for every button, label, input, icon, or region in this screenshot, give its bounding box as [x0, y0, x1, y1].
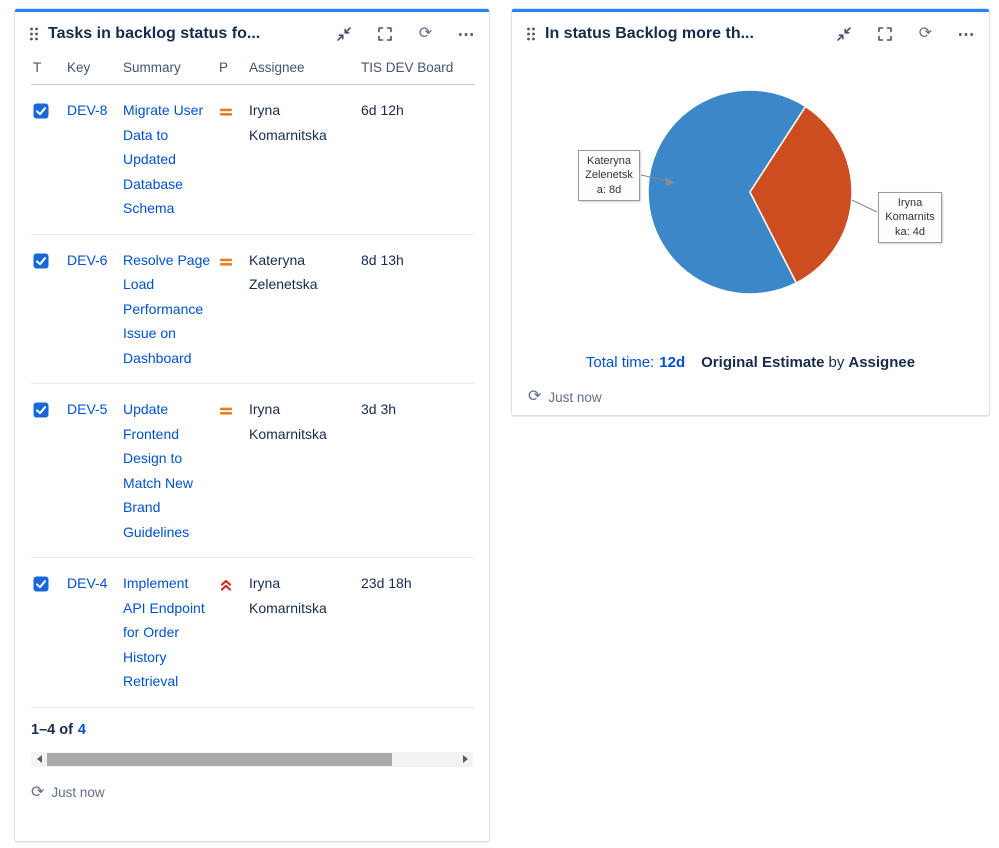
refresh-icon[interactable]: ⟳: [918, 25, 933, 42]
table-row: DEV-5 Update Frontend Design to Match Ne…: [31, 383, 475, 558]
gadget-filter-results: Tasks in backlog status fo... ⟳ ⋯: [14, 8, 490, 842]
expand-icon[interactable]: [876, 26, 893, 43]
issue-summary-link[interactable]: Resolve Page Load Performance Issue on D…: [123, 251, 211, 366]
gadget-header-actions: ⟳ ⋯: [835, 26, 975, 43]
gadget-header: In status Backlog more th... ⟳ ⋯: [512, 12, 989, 54]
table-row: DEV-8 Migrate User Data to Updated Datab…: [31, 84, 475, 235]
minimize-icon[interactable]: [335, 26, 352, 43]
scroll-right-button[interactable]: [459, 751, 473, 767]
assignee-name: Iryna Komarnitska: [249, 401, 327, 442]
table-row: DEV-4 Implement API Endpoint for Order H…: [31, 557, 475, 708]
column-header-summary: Summary: [121, 54, 217, 85]
task-type-icon: [33, 252, 49, 277]
gadget-title: In status Backlog more th...: [545, 25, 754, 42]
pie-slice-iryna[interactable]: [749, 105, 853, 284]
chart-by-word: by: [828, 354, 845, 371]
issue-summary-link[interactable]: Implement API Endpoint for Order History…: [123, 575, 205, 689]
pie-chart-caption: Total time: 12d Original Estimate by Assigne…: [512, 354, 989, 371]
scrollbar-thumb[interactable]: [47, 752, 392, 766]
label-leader-arrow-icon: [665, 177, 675, 187]
gadget-refresh-status: ⟳ Just now: [512, 371, 989, 415]
gadget-refresh-status: ⟳ Just now: [15, 767, 489, 811]
pie-chart-area: Kateryna Zelenetsk a: 8d Iryna Komarnits…: [512, 54, 989, 344]
issue-key-link[interactable]: DEV-6: [67, 251, 108, 268]
issue-key-link[interactable]: DEV-8: [67, 102, 108, 118]
total-time-label: Total time:: [585, 354, 655, 371]
chart-metric-label: Original Estimate: [701, 354, 825, 371]
priority-highest-icon: [219, 575, 233, 600]
estimate-value: 3d 3h: [361, 401, 397, 417]
drag-handle-icon[interactable]: [29, 26, 39, 42]
pie-label-iryna: Iryna Komarnits ka: 4d: [878, 192, 942, 243]
column-header-key: Key: [65, 54, 121, 85]
label-leader-line: [640, 174, 670, 182]
scroll-right-arrow-icon: [462, 755, 472, 763]
pie-label-kateryna: Kateryna Zelenetsk a: 8d: [578, 150, 640, 201]
more-actions-icon[interactable]: ⋯: [957, 24, 976, 44]
refresh-icon[interactable]: ⟳: [528, 388, 542, 405]
refresh-status-text: Just now: [51, 785, 105, 800]
gadget-title: Tasks in backlog status fo...: [48, 25, 261, 42]
column-header-board: TIS DEV Board: [359, 54, 475, 85]
scroll-left-button[interactable]: [31, 751, 45, 767]
task-type-icon: [33, 102, 49, 127]
issue-summary-link[interactable]: Migrate User Data to Updated Database Sc…: [123, 102, 204, 216]
task-type-icon: [33, 401, 49, 426]
estimate-value: 8d 13h: [361, 251, 404, 268]
chart-groupby-label: Assignee: [848, 354, 916, 371]
task-type-icon: [33, 575, 49, 600]
scroll-left-arrow-icon: [33, 755, 42, 763]
estimate-value: 23d 18h: [361, 575, 412, 591]
pagination-range: 1–4 of: [31, 721, 73, 738]
table-row: DEV-6 Resolve Page Load Performance Issu…: [31, 234, 475, 384]
refresh-icon[interactable]: ⟳: [31, 783, 45, 801]
horizontal-scrollbar[interactable]: [31, 751, 473, 767]
gadget-header-actions: ⟳ ⋯: [335, 26, 475, 43]
column-header-assignee: Assignee: [247, 54, 359, 85]
gadget-pie-chart: In status Backlog more th... ⟳ ⋯: [511, 8, 990, 416]
refresh-icon[interactable]: ⟳: [418, 25, 433, 42]
issue-key-link[interactable]: DEV-4: [67, 575, 108, 591]
total-time-value: 12d: [659, 354, 686, 371]
label-leader-line: [851, 199, 878, 213]
assignee-name: Iryna Komarnitska: [249, 102, 327, 143]
pie-slice-kateryna[interactable]: [647, 89, 807, 295]
issue-table-container: T Key Summary P Assignee TIS DEV Board: [15, 54, 489, 708]
column-header-priority: P: [217, 54, 247, 85]
more-actions-icon[interactable]: ⋯: [457, 24, 476, 44]
issue-key-link[interactable]: DEV-5: [67, 401, 108, 417]
drag-handle-icon[interactable]: [526, 26, 536, 42]
issue-summary-link[interactable]: Update Frontend Design to Match New Bran…: [123, 401, 194, 540]
gadget-accent-bar: [512, 9, 989, 12]
table-header-row: T Key Summary P Assignee TIS DEV Board: [31, 54, 475, 85]
priority-medium-icon: [219, 102, 233, 127]
assignee-name: Iryna Komarnitska: [249, 575, 327, 616]
expand-icon[interactable]: [376, 26, 393, 43]
minimize-icon[interactable]: [835, 26, 852, 43]
assignee-name: Kateryna Zelenetska: [249, 251, 318, 293]
pagination: 1–4 of 4: [15, 708, 489, 744]
pagination-total-link[interactable]: 4: [77, 721, 86, 738]
gadget-header: Tasks in backlog status fo... ⟳ ⋯: [15, 12, 489, 54]
estimate-value: 6d 12h: [361, 102, 404, 118]
refresh-status-text: Just now: [548, 389, 602, 405]
issue-table: T Key Summary P Assignee TIS DEV Board: [31, 54, 475, 708]
gadget-accent-bar: [15, 9, 489, 12]
column-header-type: T: [31, 54, 65, 85]
pie-chart-svg: [640, 89, 878, 295]
priority-medium-icon: [219, 401, 233, 426]
priority-medium-icon: [219, 252, 233, 277]
